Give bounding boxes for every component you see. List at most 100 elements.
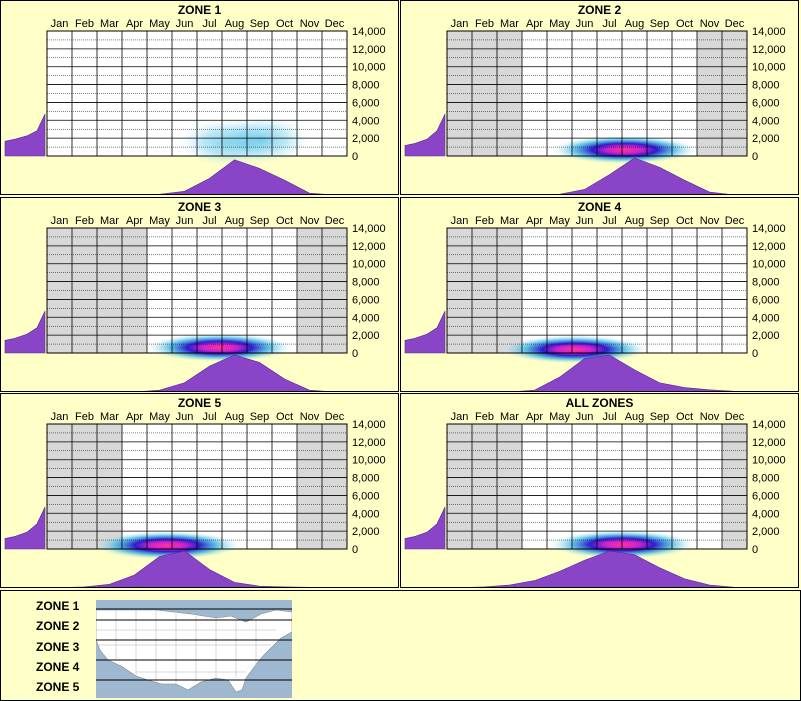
month-label: Sep (650, 411, 670, 423)
zone-legend: ZONE 1 ZONE 2 ZONE 3 ZONE 4 ZONE 5 (0, 590, 801, 701)
elevation-label: 2,000 (752, 526, 780, 538)
legend-zone-3: ZONE 3 (36, 640, 80, 654)
elevation-density (404, 113, 446, 157)
zone-map (96, 600, 292, 698)
elevation-label: 6,000 (752, 490, 780, 502)
chart-svg: Jan Feb Mar Apr May Jun Jul Aug Sep Oct Nov Dec 14,0… (4, 411, 386, 587)
chart-svg: Jan Feb Mar Apr May Jun Jul Aug Sep Oct Nov Dec 14,0… (404, 215, 786, 391)
chart-panel: ZONE 4 Jan Feb Mar Apr May Jun Jul Aug Sep Oct Nov D… (400, 197, 799, 392)
month-label: May (549, 18, 570, 30)
plot-border (46, 423, 348, 550)
month-label: Jul (202, 215, 216, 227)
chart-panel: ALL ZONES Jan Feb Mar Apr May Jun Jul Aug Sep Oct N… (400, 393, 799, 588)
elevation-label: 14,000 (752, 223, 786, 235)
month-density (158, 159, 326, 194)
chart-title: ZONE 2 (577, 3, 622, 17)
month-label: Aug (625, 215, 645, 227)
month-label: Nov (700, 18, 720, 30)
month-density (558, 157, 729, 194)
heat-blob (502, 335, 647, 364)
month-label: Apr (526, 215, 543, 227)
inactive-month (472, 228, 497, 353)
month-label: Feb (75, 215, 94, 227)
month-label: Mar (100, 411, 119, 423)
chart-title: ZONE 3 (177, 200, 222, 214)
month-label: Jan (451, 215, 469, 227)
month-label: Feb (75, 18, 94, 30)
elevation-label: 4,000 (352, 115, 380, 127)
month-label: May (149, 18, 170, 30)
heat-blob (95, 531, 239, 560)
elevation-density (404, 506, 446, 550)
month-label: Dec (725, 18, 745, 30)
month-label: May (549, 215, 570, 227)
inactive-month (322, 424, 347, 549)
elevation-label: 2,000 (752, 133, 780, 145)
inactive-month (72, 228, 97, 353)
heat-blob (214, 115, 310, 164)
elevation-label: 10,000 (752, 455, 786, 467)
chart-panel: ZONE 3 Jan Feb Mar Apr May Jun Jul Aug Sep Oct Nov D… (0, 197, 399, 392)
month-label: Sep (250, 411, 270, 423)
elevation-label: 14,000 (752, 419, 786, 431)
elevation-label: 8,000 (752, 80, 780, 92)
month-label: Apr (526, 18, 543, 30)
legend-zone-4: ZONE 4 (36, 660, 80, 674)
plot-border (446, 423, 748, 550)
month-label: May (149, 215, 170, 227)
elevation-label: 12,000 (352, 44, 386, 56)
month-label: Jul (202, 411, 216, 423)
inactive-month (72, 424, 97, 549)
elevation-label: 10,000 (352, 62, 386, 74)
month-label: Nov (700, 215, 720, 227)
elevation-density (4, 113, 46, 157)
month-label: Jun (176, 18, 194, 30)
elevation-label: 8,000 (752, 277, 780, 289)
month-label: Aug (625, 18, 645, 30)
elevation-label: 6,000 (752, 294, 780, 306)
month-label: Jun (176, 411, 194, 423)
inactive-month (722, 424, 747, 549)
heat-blob (147, 333, 292, 362)
elevation-label: 14,000 (352, 26, 386, 38)
month-label: Oct (276, 18, 293, 30)
chart-svg: Jan Feb Mar Apr May Jun Jul Aug Sep Oct Nov Dec 14,0… (404, 411, 786, 587)
inactive-month (472, 31, 497, 156)
elevation-label: 6,000 (352, 97, 380, 109)
month-label: Aug (625, 411, 645, 423)
month-label: Feb (75, 411, 94, 423)
month-density (518, 354, 736, 391)
elevation-label: 12,000 (352, 437, 386, 449)
month-density (70, 550, 313, 587)
month-label: Apr (526, 411, 543, 423)
elevation-density (4, 506, 46, 550)
month-label: Jan (451, 411, 469, 423)
month-label: Apr (126, 18, 143, 30)
month-label: Apr (126, 215, 143, 227)
chart-title: ZONE 4 (577, 200, 622, 214)
month-label: Sep (650, 215, 670, 227)
month-label: Jan (51, 411, 69, 423)
elevation-label: 8,000 (352, 277, 380, 289)
plot-border (446, 227, 748, 354)
heat-blob (552, 135, 697, 164)
elevation-label: 0 (352, 348, 358, 360)
chart-svg: Jan Feb Mar Apr May Jun Jul Aug Sep Oct Nov Dec 14,0… (4, 18, 386, 194)
month-label: Dec (325, 18, 345, 30)
month-label: Jul (602, 215, 616, 227)
legend-zone-2: ZONE 2 (36, 619, 80, 633)
month-label: Jul (602, 18, 616, 30)
elevation-label: 6,000 (352, 294, 380, 306)
month-label: Jul (202, 18, 216, 30)
month-label: Feb (475, 215, 494, 227)
chart-svg: Jan Feb Mar Apr May Jun Jul Aug Sep Oct Nov Dec 14,0… (404, 18, 786, 194)
month-label: Dec (725, 411, 745, 423)
month-label: Oct (676, 215, 693, 227)
elevation-label: 2,000 (752, 330, 780, 342)
elevation-label: 8,000 (352, 473, 380, 485)
month-density (143, 354, 326, 391)
month-label: Feb (475, 18, 494, 30)
elevation-label: 14,000 (352, 223, 386, 235)
month-label: May (149, 411, 170, 423)
month-label: Aug (225, 215, 245, 227)
